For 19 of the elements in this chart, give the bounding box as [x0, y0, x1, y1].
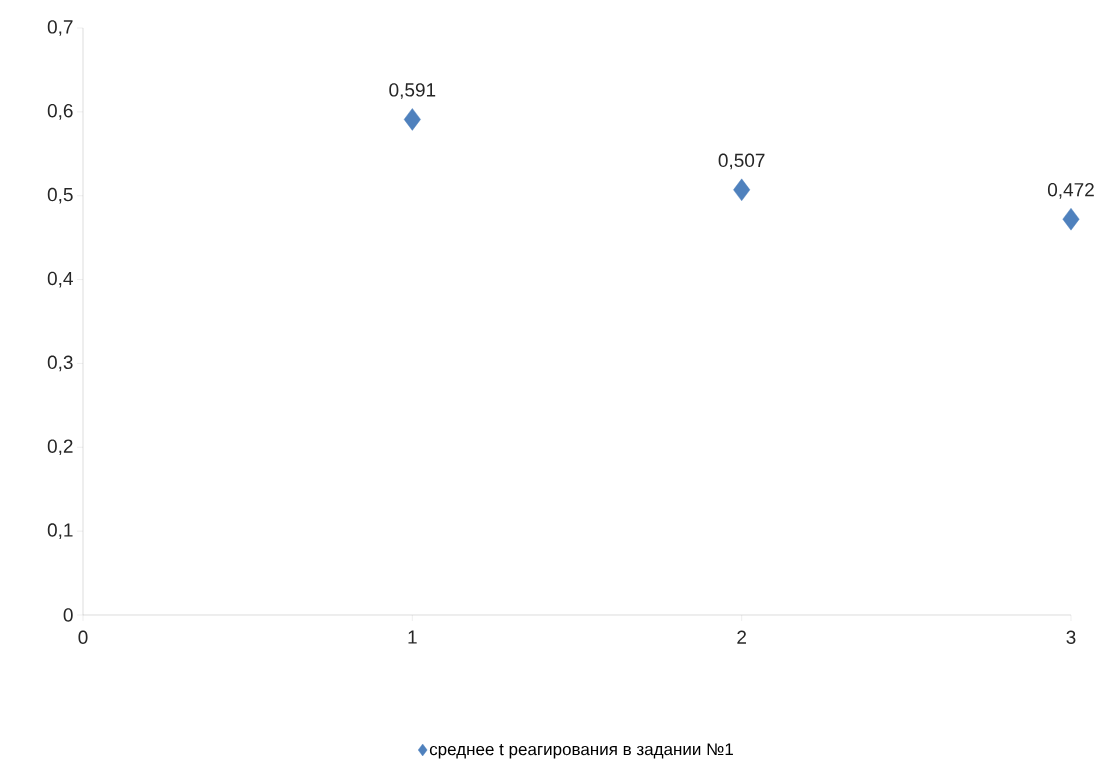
- x-tick-label: 3: [1066, 630, 1076, 644]
- point: [403, 108, 421, 131]
- x-tick-label: 1: [408, 630, 417, 644]
- y-tick-label: 0,3: [47, 355, 73, 372]
- point: [733, 178, 751, 202]
- y-tick-label: 0,6: [47, 104, 73, 120]
- data-label: 0,472: [1047, 182, 1094, 199]
- x-tick-label: 0: [78, 630, 88, 644]
- y-tick-label: 0,4: [47, 271, 73, 288]
- point: [1062, 207, 1080, 231]
- y-tick-label: 0,5: [47, 187, 73, 204]
- legend-label: среднее t реагирования в задании №1: [429, 743, 733, 759]
- y-tick-label: 0,7: [47, 20, 73, 36]
- data-label: 0,507: [718, 153, 765, 170]
- y-tick-label: 0,2: [47, 439, 73, 456]
- x-tick-label: 2: [737, 630, 746, 644]
- y-tick-label: 0: [63, 608, 73, 622]
- data-label: 0,591: [389, 83, 436, 99]
- y-tick-label: 0,1: [47, 523, 73, 539]
